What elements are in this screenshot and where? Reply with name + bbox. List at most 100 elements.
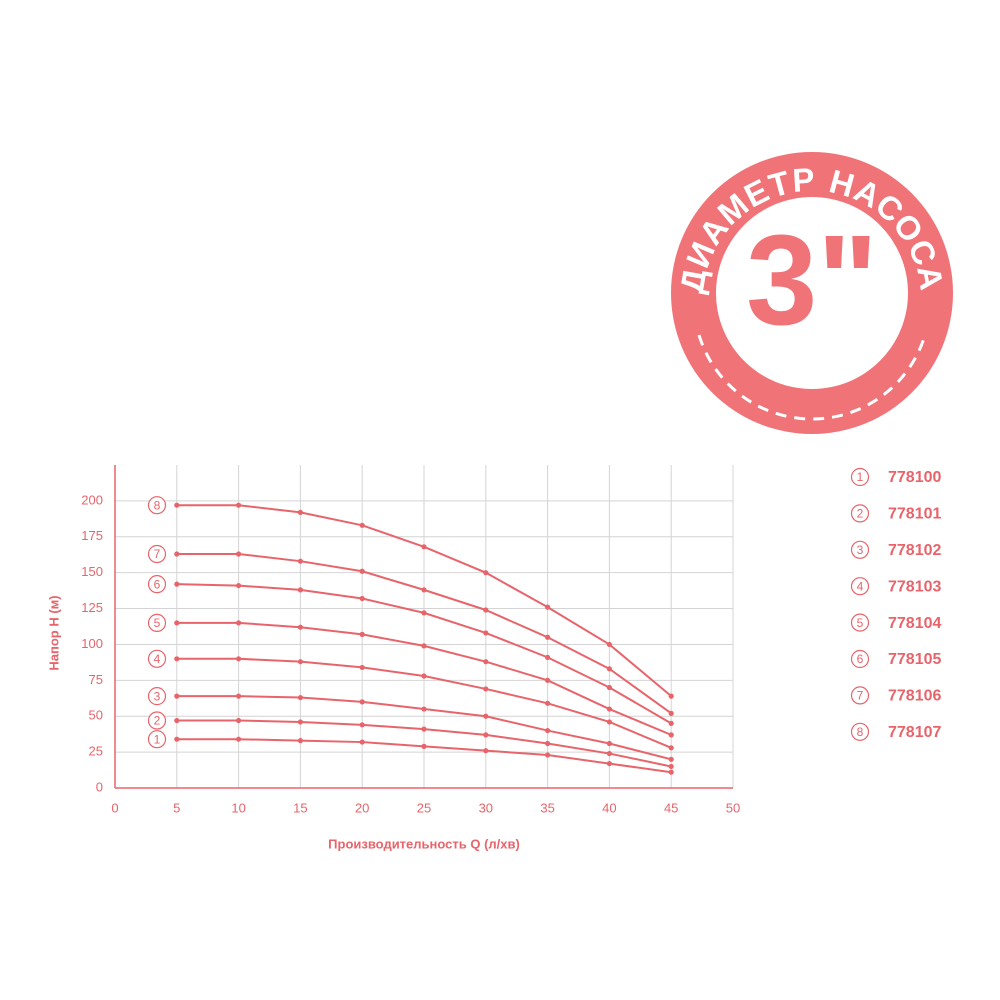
point bbox=[174, 502, 180, 508]
point bbox=[483, 713, 489, 719]
y-axis-title: Напор Н (м) bbox=[46, 595, 61, 670]
legend-label: 778107 bbox=[888, 724, 941, 741]
point bbox=[668, 769, 674, 775]
y-tick-label: 0 bbox=[96, 779, 103, 794]
point bbox=[421, 673, 427, 679]
point bbox=[297, 587, 303, 593]
point bbox=[668, 710, 674, 716]
point bbox=[236, 620, 242, 626]
label-circle bbox=[850, 504, 870, 523]
x-tick-label: 35 bbox=[540, 800, 554, 815]
legend-label: 778106 bbox=[888, 688, 941, 705]
point bbox=[668, 693, 674, 699]
point bbox=[297, 719, 303, 725]
label-circle bbox=[850, 467, 870, 487]
point bbox=[359, 522, 365, 528]
point bbox=[668, 745, 674, 751]
series-number: 8 bbox=[154, 498, 161, 512]
label-circle bbox=[850, 613, 870, 632]
series-number: 5 bbox=[154, 616, 161, 630]
label-circle bbox=[147, 613, 167, 633]
point bbox=[668, 720, 674, 727]
point bbox=[483, 607, 489, 613]
point bbox=[545, 700, 551, 706]
legend-label: 778105 bbox=[888, 651, 941, 668]
point bbox=[174, 717, 180, 724]
point bbox=[421, 643, 427, 649]
point bbox=[421, 544, 427, 550]
y-tick-label: 25 bbox=[89, 744, 103, 759]
legend-label: 778103 bbox=[888, 578, 941, 595]
x-tick-label: 0 bbox=[111, 800, 118, 815]
point bbox=[359, 699, 365, 705]
point bbox=[483, 630, 489, 636]
point bbox=[545, 654, 551, 660]
point bbox=[421, 610, 427, 616]
point bbox=[545, 634, 551, 640]
series-number: 6 bbox=[154, 577, 161, 591]
point bbox=[359, 739, 365, 745]
point bbox=[236, 551, 242, 557]
y-tick-label: 100 bbox=[81, 636, 103, 651]
point bbox=[668, 763, 674, 770]
label-circle bbox=[147, 687, 167, 706]
point bbox=[606, 740, 613, 747]
badge-size: 3" bbox=[746, 209, 878, 352]
point bbox=[668, 732, 674, 738]
y-tick-label: 175 bbox=[81, 528, 103, 543]
point bbox=[297, 659, 303, 665]
point bbox=[359, 595, 365, 602]
label-circle bbox=[147, 496, 167, 515]
label-circle bbox=[850, 722, 870, 741]
point bbox=[174, 656, 180, 662]
point bbox=[297, 624, 303, 630]
series-number: 7 bbox=[857, 689, 864, 703]
label-circle bbox=[147, 730, 167, 749]
point bbox=[236, 656, 242, 662]
point bbox=[483, 570, 489, 576]
series-number: 3 bbox=[857, 543, 864, 557]
x-tick-label: 15 bbox=[293, 800, 307, 815]
point bbox=[236, 736, 242, 742]
point bbox=[174, 581, 180, 587]
point bbox=[236, 717, 242, 724]
point bbox=[606, 760, 613, 767]
point bbox=[421, 726, 427, 732]
x-axis-title: Производительность Q (л/хв) bbox=[328, 836, 520, 851]
legend-label: 778100 bbox=[888, 469, 941, 486]
y-tick-label: 50 bbox=[89, 708, 103, 723]
series-number: 5 bbox=[857, 616, 864, 630]
point bbox=[297, 509, 303, 515]
label-circle bbox=[850, 649, 870, 669]
series-number: 1 bbox=[857, 470, 864, 484]
point bbox=[545, 727, 551, 734]
point bbox=[483, 686, 489, 692]
point bbox=[297, 694, 303, 701]
point bbox=[483, 659, 489, 665]
x-tick-label: 40 bbox=[602, 800, 616, 815]
point bbox=[545, 677, 551, 683]
y-tick-label: 150 bbox=[81, 564, 103, 579]
series-number: 2 bbox=[857, 507, 864, 521]
legend-label: 778104 bbox=[888, 615, 941, 632]
point bbox=[545, 604, 551, 610]
point bbox=[606, 666, 613, 672]
point bbox=[359, 722, 365, 728]
series-number: 4 bbox=[154, 652, 161, 666]
y-tick-label: 75 bbox=[89, 672, 103, 687]
x-tick-label: 25 bbox=[417, 800, 431, 815]
point bbox=[668, 756, 674, 762]
point bbox=[545, 752, 551, 758]
point bbox=[606, 719, 613, 725]
series-number: 4 bbox=[857, 579, 864, 593]
label-circle bbox=[850, 577, 870, 596]
point bbox=[359, 568, 365, 574]
point bbox=[421, 587, 427, 593]
label-circle bbox=[147, 649, 167, 668]
point bbox=[174, 551, 180, 557]
series-number: 8 bbox=[857, 725, 864, 739]
point bbox=[174, 736, 180, 742]
point bbox=[483, 748, 489, 754]
label-circle bbox=[147, 544, 167, 564]
